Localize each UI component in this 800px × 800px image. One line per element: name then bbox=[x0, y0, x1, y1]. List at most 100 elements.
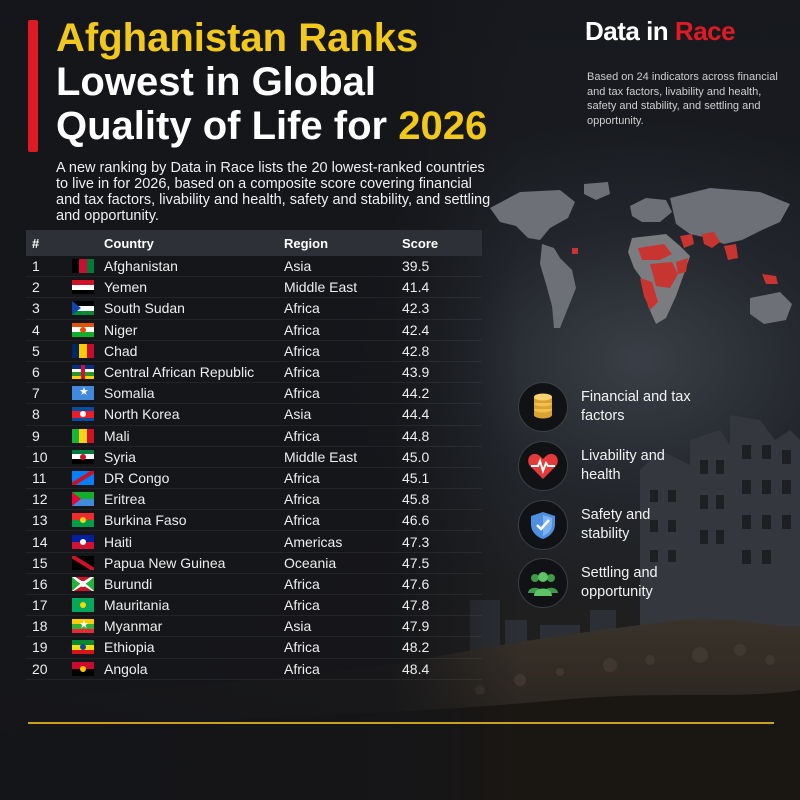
region-cell: Asia bbox=[284, 406, 312, 423]
country-cell: Syria bbox=[104, 448, 136, 465]
table-row: 2 Yemen Middle East 41.4 bbox=[26, 277, 482, 299]
table-row: 1 Afghanistan Asia 39.5 bbox=[26, 256, 482, 278]
flag-icon bbox=[72, 470, 104, 485]
region-cell: Africa bbox=[284, 321, 320, 338]
category-livability: Livability and health bbox=[518, 441, 778, 491]
table-row: 18 ★ Myanmar Asia 47.9 bbox=[26, 616, 482, 638]
region-cell: Africa bbox=[284, 300, 320, 317]
table-row: 13 Burkina Faso Africa 46.6 bbox=[26, 510, 482, 532]
shield-icon bbox=[518, 500, 568, 550]
score-cell: 44.4 bbox=[402, 406, 430, 423]
country-cell: Burkina Faso bbox=[104, 512, 187, 529]
header-rank: # bbox=[32, 235, 40, 251]
flag-icon bbox=[72, 407, 104, 422]
rank-cell: 6 bbox=[32, 364, 40, 381]
page-subtitle: A new ranking by Data in Race lists the … bbox=[56, 160, 491, 224]
flag-icon bbox=[72, 640, 104, 655]
country-cell: Burundi bbox=[104, 575, 153, 592]
region-cell: Africa bbox=[284, 427, 320, 444]
rank-cell: 10 bbox=[32, 448, 48, 465]
flag-icon bbox=[72, 598, 104, 613]
rank-cell: 8 bbox=[32, 406, 40, 423]
brand-name-part1: Data in bbox=[585, 16, 675, 46]
flag-icon bbox=[72, 449, 104, 464]
flag-icon bbox=[72, 428, 104, 443]
table-row: 20 Angola Africa 48.4 bbox=[26, 659, 482, 680]
country-cell: Mali bbox=[104, 427, 130, 444]
rank-cell: 3 bbox=[32, 300, 40, 317]
country-cell: Myanmar bbox=[104, 618, 163, 635]
region-cell: Africa bbox=[284, 512, 320, 529]
rank-cell: 14 bbox=[32, 533, 48, 550]
region-cell: Africa bbox=[284, 342, 320, 359]
country-cell: Niger bbox=[104, 321, 138, 338]
score-cell: 42.8 bbox=[402, 342, 430, 359]
category-label: Safety and stability bbox=[581, 507, 651, 542]
category-financial: Financial and tax factors bbox=[518, 382, 778, 432]
country-cell: Afghanistan bbox=[104, 258, 178, 275]
title-line-1: Afghanistan Ranks bbox=[56, 16, 419, 60]
country-cell: DR Congo bbox=[104, 469, 170, 486]
flag-icon bbox=[72, 576, 104, 591]
heartbeat-icon bbox=[518, 441, 568, 491]
region-cell: Middle East bbox=[284, 448, 358, 465]
score-cell: 47.5 bbox=[402, 554, 430, 571]
ranking-table: # Country Region Score 1 Afghanistan Asia 3… bbox=[26, 230, 482, 680]
category-label: Settling and opportunity bbox=[581, 565, 658, 600]
people-icon bbox=[518, 558, 568, 608]
flag-icon bbox=[72, 322, 104, 337]
category-label: Livability and health bbox=[581, 448, 665, 483]
country-cell: Mauritania bbox=[104, 597, 170, 614]
table-row: 3 South Sudan Africa 42.3 bbox=[26, 298, 482, 320]
title-line-3-prefix: Quality of Life for bbox=[56, 104, 399, 148]
brand-logo: Data in Race bbox=[585, 16, 736, 47]
rank-cell: 17 bbox=[32, 597, 48, 614]
table-row: 10 Syria Middle East 45.0 bbox=[26, 447, 482, 468]
rank-cell: 9 bbox=[32, 427, 40, 444]
rank-cell: 2 bbox=[32, 279, 40, 296]
rank-cell: 7 bbox=[32, 385, 40, 402]
table-row: 17 Mauritania Africa 47.8 bbox=[26, 595, 482, 617]
score-cell: 46.6 bbox=[402, 512, 430, 529]
header-region: Region bbox=[284, 235, 329, 251]
table-body: 1 Afghanistan Asia 39.5 2 Yemen Middle East 41.… bbox=[26, 256, 482, 680]
country-cell: South Sudan bbox=[104, 300, 185, 317]
region-cell: Africa bbox=[284, 575, 320, 592]
flag-icon bbox=[72, 555, 104, 570]
region-cell: Asia bbox=[284, 618, 312, 635]
region-cell: Africa bbox=[284, 597, 320, 614]
table-row: 19 Ethiopia Africa 48.2 bbox=[26, 637, 482, 659]
country-cell: Somalia bbox=[104, 385, 155, 402]
flag-icon: ★ bbox=[72, 386, 104, 401]
region-cell: Africa bbox=[284, 469, 320, 486]
score-cell: 48.2 bbox=[402, 639, 430, 656]
score-cell: 42.3 bbox=[402, 300, 430, 317]
region-cell: Africa bbox=[284, 491, 320, 508]
table-row: 6 Central African Republic Africa 43.9 bbox=[26, 362, 482, 384]
rank-cell: 16 bbox=[32, 575, 48, 592]
table-header: # Country Region Score bbox=[26, 230, 482, 256]
rank-cell: 18 bbox=[32, 618, 48, 635]
flag-icon bbox=[72, 301, 104, 316]
score-cell: 45.8 bbox=[402, 491, 430, 508]
region-cell: Americas bbox=[284, 533, 343, 550]
score-cell: 48.4 bbox=[402, 660, 430, 677]
category-settling: Settling and opportunity bbox=[518, 558, 778, 608]
country-cell: Angola bbox=[104, 660, 148, 677]
table-row: 4 Niger Africa 42.4 bbox=[26, 320, 482, 341]
score-cell: 42.4 bbox=[402, 321, 430, 338]
region-cell: Middle East bbox=[284, 279, 358, 296]
title-line-2: Lowest in Global bbox=[56, 60, 377, 104]
world-map bbox=[490, 182, 792, 328]
country-cell: Chad bbox=[104, 342, 138, 359]
score-cell: 47.8 bbox=[402, 597, 430, 614]
rank-cell: 15 bbox=[32, 554, 48, 571]
rank-cell: 1 bbox=[32, 258, 40, 275]
methodology-note: Based on 24 indicators across financial … bbox=[587, 71, 778, 127]
score-cell: 45.1 bbox=[402, 469, 430, 486]
table-row: 16 Burundi Africa 47.6 bbox=[26, 574, 482, 595]
flag-icon bbox=[72, 365, 104, 380]
rank-cell: 11 bbox=[32, 469, 47, 486]
header-country: Country bbox=[104, 235, 154, 251]
flag-icon bbox=[72, 280, 104, 295]
